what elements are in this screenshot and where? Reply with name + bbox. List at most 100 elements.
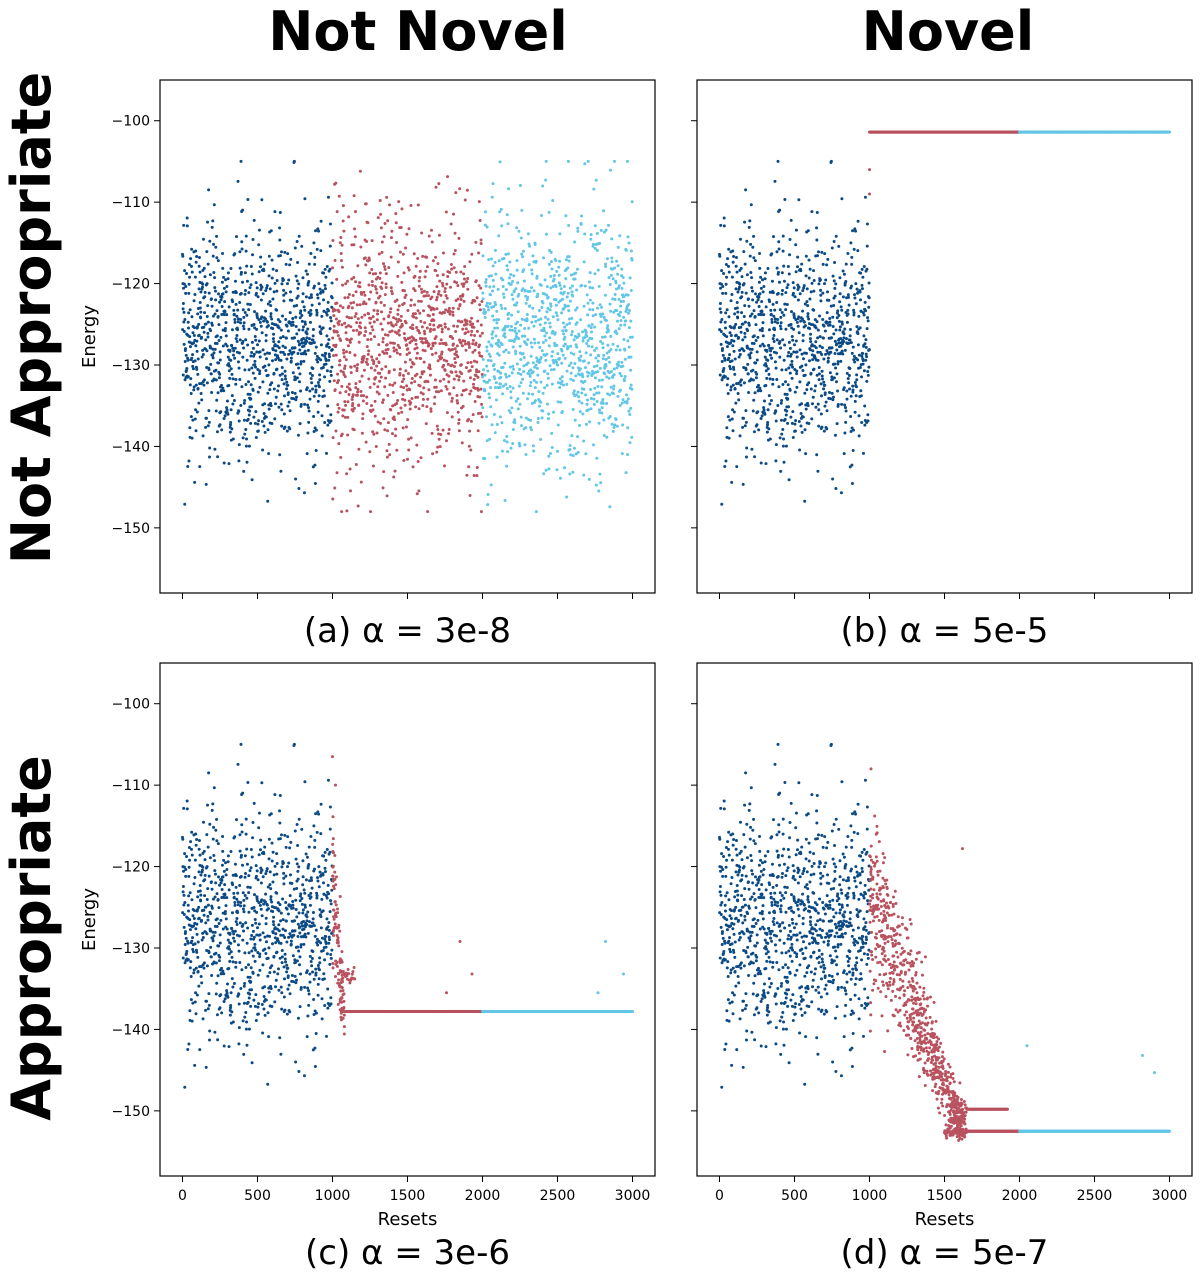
point-a-s3: [616, 264, 620, 268]
point-b-s1: [844, 420, 848, 424]
point-b-s1: [857, 353, 861, 357]
point-a-s2: [480, 300, 484, 304]
point-a-s2: [337, 379, 340, 383]
point-a-s2: [439, 389, 443, 393]
point-a-s2: [349, 301, 353, 305]
point-a-s2: [359, 390, 363, 394]
point-a-s1: [300, 244, 304, 248]
point-a-s2: [409, 365, 413, 369]
point-a-s1: [241, 280, 244, 284]
point-a-s2: [344, 331, 348, 335]
point-b-s1: [781, 234, 785, 238]
point-a-s1: [206, 335, 210, 339]
point-a-s2: [371, 430, 375, 434]
point-a-s3: [559, 382, 563, 386]
point-a-s2: [476, 375, 480, 379]
point-a-s2: [333, 308, 337, 312]
point-b-s1: [760, 300, 764, 304]
point-b-s1: [782, 279, 786, 283]
point-b-s1: [809, 290, 813, 294]
point-a-s3: [593, 386, 597, 390]
point-a-s2: [474, 240, 478, 244]
point-a-s3: [488, 437, 492, 441]
point-a-s3: [540, 416, 544, 420]
point-a-s2: [475, 296, 479, 300]
point-a-s3: [595, 346, 598, 350]
point-a-s3: [551, 350, 555, 354]
point-b-s1: [724, 282, 728, 286]
point-b-s1: [787, 272, 791, 276]
point-a-s2: [374, 375, 378, 379]
point-a-s2: [423, 337, 427, 341]
point-a-s2: [471, 322, 475, 326]
point-b-s1: [847, 341, 851, 345]
point-a-s2: [372, 320, 376, 324]
point-a-s1: [217, 292, 220, 296]
point-a-s1: [242, 401, 246, 405]
point-a-s1: [258, 372, 262, 376]
point-a-s2: [390, 329, 394, 333]
point-a-s2: [474, 341, 478, 345]
point-a-s2: [375, 390, 379, 394]
point-a-s1: [225, 406, 229, 410]
point-a-s3: [594, 483, 598, 487]
point-a-s1: [296, 339, 300, 343]
point-a-s1: [221, 292, 225, 296]
point-b-s1: [792, 327, 796, 331]
point-a-s1: [281, 335, 285, 339]
point-a-s3: [499, 375, 503, 379]
point-b-s1: [721, 284, 725, 288]
point-a-s3: [510, 313, 514, 317]
point-a-s1: [229, 266, 233, 270]
point-a-s1: [255, 327, 259, 331]
point-a-s2: [379, 322, 383, 326]
point-a-s3: [534, 319, 538, 323]
point-a-s2: [439, 338, 443, 342]
point-a-s1: [286, 329, 290, 333]
point-a-s3: [543, 321, 547, 325]
point-a-s1: [234, 302, 238, 306]
point-a-s1: [214, 368, 218, 372]
point-a-s1: [302, 359, 306, 363]
point-a-s2: [411, 323, 415, 327]
point-a-s3: [487, 392, 491, 396]
point-a-s2: [437, 432, 441, 436]
point-a-s3: [526, 361, 530, 365]
point-b-s1: [752, 398, 756, 402]
point-a-s2: [425, 255, 429, 259]
point-a-s1: [198, 300, 202, 304]
point-b-s1: [799, 424, 803, 428]
point-a-s1: [194, 344, 198, 348]
point-a-s2: [430, 431, 434, 435]
point-a-s3: [501, 284, 505, 288]
point-a-s3: [597, 284, 601, 288]
point-b-s1: [795, 385, 799, 389]
point-a-s1: [233, 356, 237, 360]
point-a-s2: [360, 431, 364, 435]
point-a-s1: [327, 352, 331, 356]
point-a-s3: [485, 301, 489, 305]
point-b-s1: [746, 362, 750, 366]
point-b-s1: [757, 428, 761, 432]
point-a-s3: [587, 344, 591, 348]
point-a-s1: [300, 319, 304, 323]
point-a-s2: [418, 275, 422, 279]
point-a-s1: [219, 335, 223, 339]
point-b-s1: [797, 420, 801, 423]
point-b-s1: [727, 247, 731, 251]
point-a-s1: [257, 318, 261, 322]
point-a-s2: [339, 338, 343, 342]
point-a-s2: [413, 312, 417, 316]
point-a-s2: [400, 410, 404, 414]
point-a-s2: [410, 381, 414, 385]
point-b-s1: [729, 388, 733, 392]
point-a-s3: [602, 209, 606, 213]
point-b-s1: [837, 244, 841, 248]
point-b-s1: [853, 296, 857, 300]
point-a-s3: [499, 371, 503, 375]
point-b-s1: [780, 292, 784, 296]
point-a-s1: [270, 317, 274, 321]
point-a-s3: [542, 329, 546, 333]
point-b-s1: [776, 321, 780, 325]
point-a-s2: [346, 433, 350, 437]
